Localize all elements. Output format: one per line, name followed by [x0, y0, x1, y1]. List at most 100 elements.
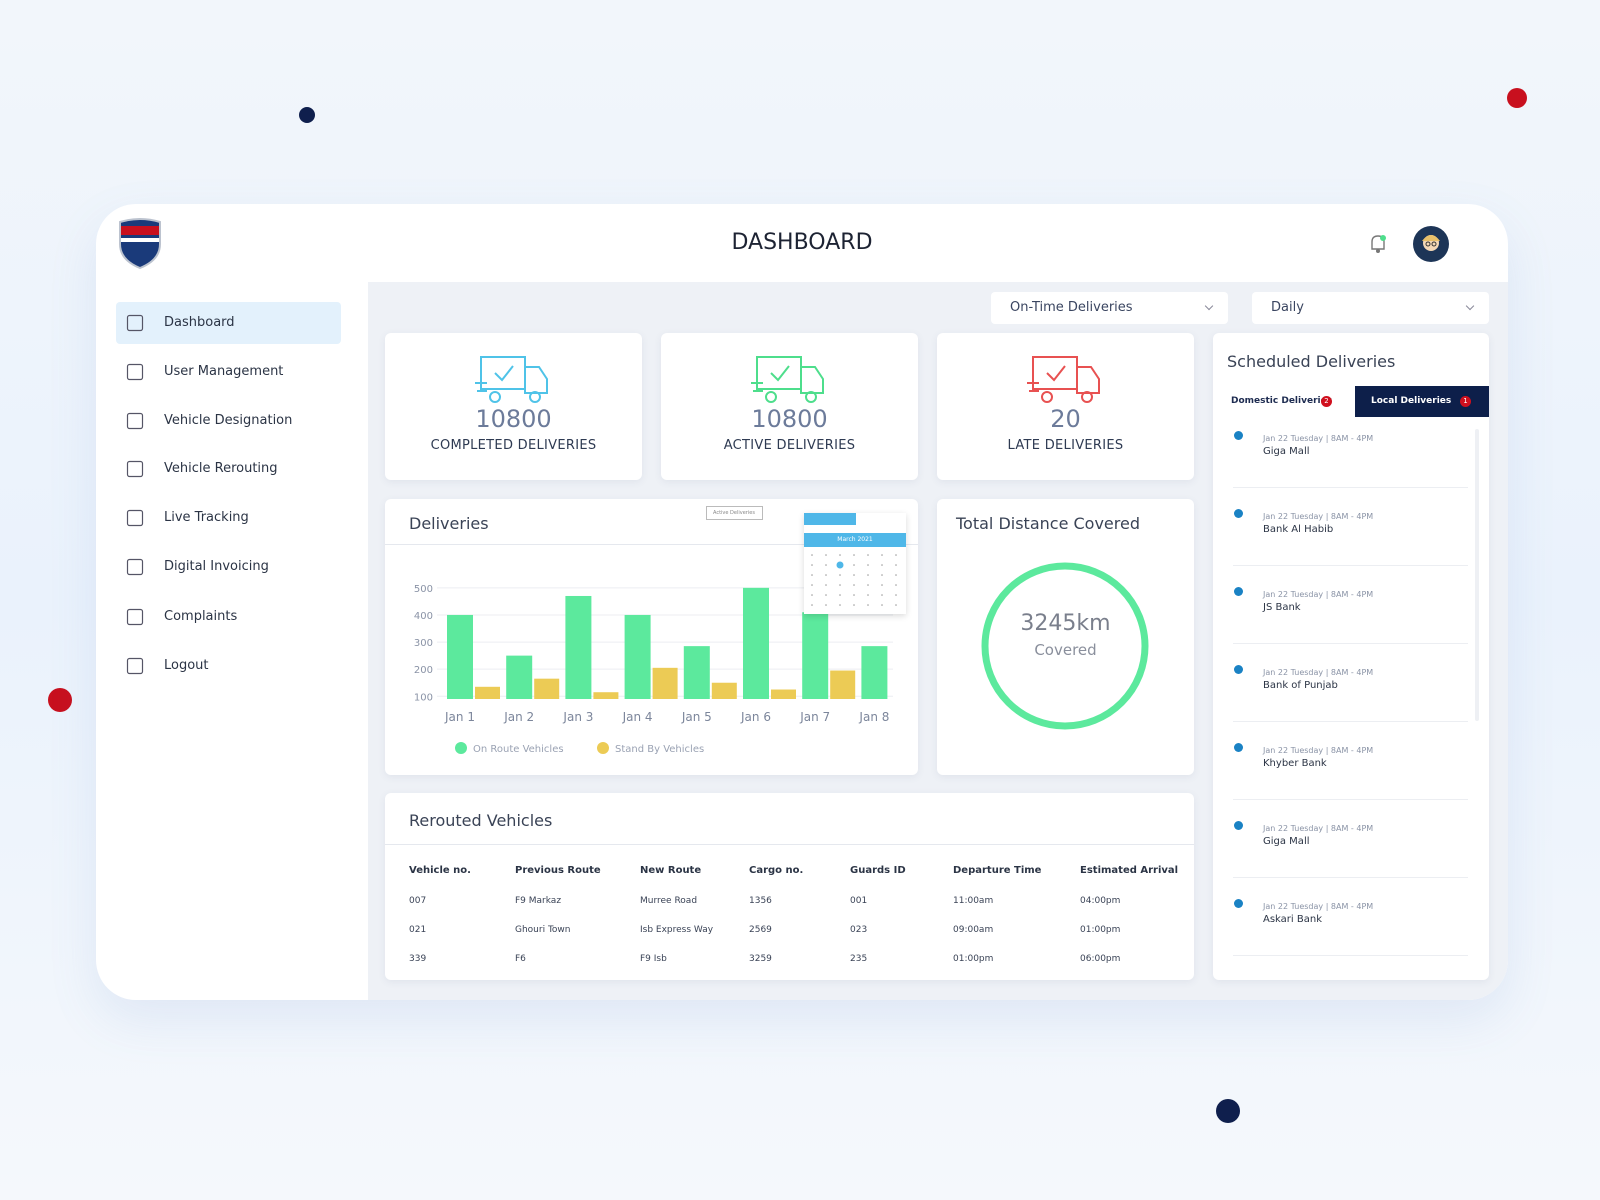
table-cell: F9 Isb — [640, 954, 667, 964]
schedule-item[interactable]: Jan 22 Tuesday | 8AM - 4PM Giga Mall — [1213, 817, 1468, 895]
nav-item[interactable]: Vehicle Rerouting — [116, 448, 341, 490]
nav-item[interactable]: Complaints — [116, 596, 341, 638]
nav-item[interactable]: Dashboard — [116, 302, 341, 344]
x-tick-label: Jan 8 — [858, 710, 889, 724]
chart-card: Deliveries Active Deliveries 100 200 300 400 5… — [385, 499, 918, 775]
table-cell: Murree Road — [640, 896, 698, 906]
y-tick-label: 100 — [414, 692, 433, 703]
schedule-item[interactable]: Jan 22 Tuesday | 8AM - 4PM Khyber Bank — [1213, 739, 1468, 817]
nav-item[interactable]: User Management — [116, 351, 341, 393]
chart-divider — [385, 544, 918, 545]
nav-icon — [126, 363, 144, 381]
nav-label: Digital Invoicing — [164, 559, 269, 574]
schedule-divider — [1233, 955, 1468, 956]
date-cell — [811, 564, 813, 566]
date-cell — [895, 594, 897, 596]
date-cell — [867, 594, 869, 596]
bar — [861, 646, 888, 699]
schedule-item[interactable]: Jan 22 Tuesday | 8AM - 4PM Bank of Punjab — [1213, 661, 1468, 739]
nav-item[interactable]: Live Tracking — [116, 497, 341, 539]
date-cell — [811, 554, 813, 556]
bar — [534, 678, 560, 699]
tab[interactable]: Local Deliveries 1 — [1355, 386, 1489, 417]
dropdown[interactable]: On-Time Deliveries — [991, 292, 1228, 324]
date-cell — [867, 564, 869, 566]
schedule-item[interactable]: Jan 22 Tuesday | 8AM - 4PM Askari Bank — [1213, 895, 1468, 973]
user-avatar[interactable] — [1412, 225, 1450, 263]
date-cell — [867, 574, 869, 576]
schedule-place: Giga Mall — [1263, 446, 1310, 457]
schedule-dot — [1234, 431, 1243, 440]
x-tick-label: Jan 4 — [622, 710, 653, 724]
nav-label: Live Tracking — [164, 510, 249, 525]
nav-item[interactable]: Logout — [116, 645, 341, 687]
schedule-time: Jan 22 Tuesday | 8AM - 4PM — [1263, 824, 1374, 833]
tab[interactable]: Domestic Deliveries 2 — [1213, 386, 1355, 417]
wheel — [1041, 391, 1053, 403]
date-cell — [867, 604, 869, 606]
stat-value: 20 — [1050, 405, 1081, 433]
bar — [506, 655, 533, 699]
date-cell — [895, 584, 897, 586]
date-cell — [825, 584, 827, 586]
date-cell — [836, 561, 844, 569]
dropdown[interactable]: Daily — [1252, 292, 1489, 324]
truck-cab — [524, 366, 548, 394]
nav-item[interactable]: Vehicle Designation — [116, 400, 341, 442]
distance-card: Total Distance Covered 3245km Covered — [937, 499, 1194, 775]
date-picker-head: March 2021 — [804, 533, 906, 547]
bar — [743, 587, 769, 699]
nav-label: Vehicle Designation — [164, 413, 293, 428]
date-picker[interactable]: March 2021 — [804, 513, 906, 614]
scrollbar — [1475, 429, 1479, 721]
dropdown-label: Daily — [1271, 300, 1304, 315]
distance-value: 3245km — [1020, 611, 1111, 636]
dropdown-label: On-Time Deliveries — [1010, 300, 1133, 315]
icon-shape — [126, 608, 144, 626]
decor-dot — [1216, 1099, 1240, 1123]
wheel — [489, 391, 501, 403]
column-header: Previous Route — [515, 865, 601, 876]
date-cell — [895, 554, 897, 556]
date-cell — [825, 604, 827, 606]
nav-item[interactable]: Digital Invoicing — [116, 546, 341, 588]
x-tick-label: Jan 5 — [681, 710, 712, 724]
tab-label: Domestic Deliveries — [1231, 396, 1333, 406]
distance-title: Total Distance Covered — [956, 514, 1140, 533]
schedule-divider — [1233, 721, 1468, 722]
truck-cab — [1076, 366, 1100, 394]
schedule-time: Jan 22 Tuesday | 8AM - 4PM — [1263, 902, 1374, 911]
decor-dot — [299, 107, 315, 123]
nav-label: User Management — [164, 364, 284, 379]
schedule-item[interactable]: Jan 22 Tuesday | 8AM - 4PM Bank Al Habib — [1213, 505, 1468, 583]
date-cell — [895, 604, 897, 606]
table-cell: Isb Express Way — [640, 925, 714, 935]
date-cell — [867, 584, 869, 586]
icon-shape — [126, 412, 144, 430]
schedule-dot — [1234, 665, 1243, 674]
schedule-divider — [1233, 565, 1468, 566]
decor-dot — [1507, 88, 1527, 108]
nav-icon — [126, 657, 144, 675]
table-cell: 3259 — [749, 954, 772, 964]
notification-bell[interactable] — [1368, 233, 1388, 255]
schedule-divider — [1233, 643, 1468, 644]
schedule-time: Jan 22 Tuesday | 8AM - 4PM — [1263, 590, 1374, 599]
x-tick-label: Jan 2 — [503, 710, 534, 724]
x-tick-label: Jan 3 — [562, 710, 593, 724]
truck-body — [480, 356, 526, 390]
schedule-item[interactable]: Jan 22 Tuesday | 8AM - 4PM JS Bank — [1213, 583, 1468, 661]
date-cell — [881, 604, 883, 606]
nav-icon — [126, 608, 144, 626]
wheel — [1081, 391, 1093, 403]
chart-filter[interactable]: Active Deliveries — [706, 506, 763, 520]
bar-chart: 100 200 300 400 500 Jan 1 Jan 2 Jan 3 Jan 4 Jan 5… — [414, 584, 893, 755]
date-cell — [853, 574, 855, 576]
x-tick-label: Jan 1 — [444, 710, 475, 724]
nav-icon — [126, 412, 144, 430]
schedule-item[interactable]: Jan 22 Tuesday | 8AM - 4PM Giga Mall — [1213, 427, 1468, 505]
nav-label: Logout — [164, 658, 209, 673]
date-cell — [825, 574, 827, 576]
date-cell — [825, 554, 827, 556]
